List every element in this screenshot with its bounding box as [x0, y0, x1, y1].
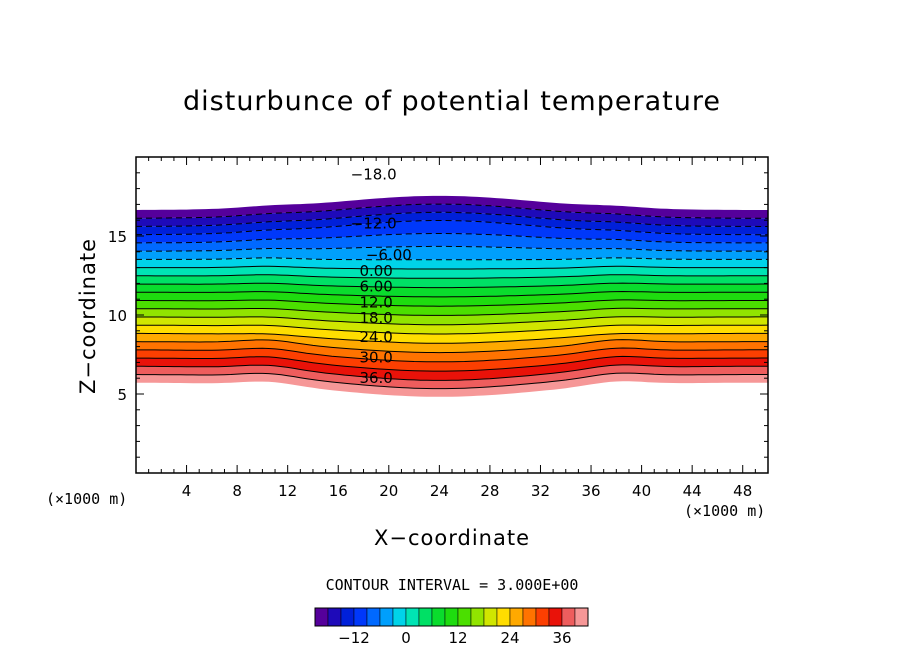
colorbar-swatch: [366, 607, 381, 627]
contour-line: [136, 339, 768, 354]
y-tick-label: 5: [117, 386, 127, 404]
contour-band: [136, 316, 768, 334]
colorbar-tick-label: −12: [338, 629, 370, 647]
colorbar-frame: [314, 607, 589, 627]
contour-line: [136, 332, 768, 344]
x-tick-label: 20: [379, 482, 398, 500]
x-tick-label: 12: [278, 482, 297, 500]
contour-label: 6.00: [359, 278, 392, 296]
contour-label: −18.0: [351, 165, 397, 183]
colorbar-swatch: [379, 607, 394, 627]
x-tick-label: 24: [430, 482, 449, 500]
colorbar-swatch: [548, 607, 563, 627]
contour-label: 0.00: [359, 262, 392, 280]
x-tick-label: 16: [329, 482, 348, 500]
contour-label: 24.0: [359, 328, 392, 346]
x-tick-label: 28: [480, 482, 499, 500]
contour-line: [136, 355, 768, 372]
contour-band: [136, 233, 768, 252]
contour-band: [136, 220, 768, 243]
contour-line: [136, 347, 768, 363]
contour-band: [136, 204, 768, 227]
colorbar-tick-label: 36: [552, 629, 571, 647]
colorbar-tick-label: 12: [448, 629, 467, 647]
contour-line: [136, 245, 768, 252]
contour-label: 30.0: [359, 349, 392, 367]
contour-line: [136, 364, 768, 381]
contour-label: −6.00: [366, 246, 412, 264]
colorbar-swatch: [418, 607, 433, 627]
contour-band: [136, 299, 768, 316]
contour-label: 36.0: [359, 369, 392, 387]
contour-band: [136, 274, 768, 288]
x-tick-label: 8: [232, 482, 242, 500]
x-tick-label: 48: [733, 482, 752, 500]
contour-band: [136, 333, 768, 353]
contour-line: [136, 220, 768, 236]
x-tick-label: 36: [581, 482, 600, 500]
colorbar-swatch: [405, 607, 420, 627]
x-tick-label: 4: [182, 482, 192, 500]
contour-band: [136, 195, 768, 219]
contour-line: [136, 372, 768, 390]
contour-line: [136, 211, 768, 227]
contour-line: [136, 282, 768, 289]
colorbar-tick-label: 24: [500, 629, 519, 647]
colorbar-swatch: [561, 607, 576, 627]
contour-line: [136, 257, 768, 261]
colorbar-swatch: [483, 607, 498, 627]
x-axis-label: X−coordinate: [374, 526, 530, 550]
contour-band: [136, 246, 768, 260]
x-unit-label-right: (×1000 m): [684, 502, 766, 520]
x-unit-label-left: (×1000 m): [46, 490, 128, 508]
colorbar-swatch: [522, 607, 537, 627]
contour-band: [136, 291, 768, 307]
contour-band: [136, 339, 768, 362]
contour-line: [136, 316, 768, 326]
contour-line: [136, 299, 768, 307]
colorbar-swatch: [470, 607, 485, 627]
contour-label: 18.0: [359, 309, 392, 327]
contour-line: [136, 307, 768, 316]
contour-label: 12.0: [359, 293, 392, 311]
contour-line: [136, 265, 768, 270]
contour-interval-label: CONTOUR INTERVAL = 3.000E+00: [325, 576, 579, 594]
colorbar-swatch: [431, 607, 446, 627]
colorbar-swatch: [535, 607, 550, 627]
contour-band: [136, 308, 768, 325]
contour-line: [136, 290, 768, 298]
contour-line: [136, 324, 768, 335]
colorbar-swatch: [314, 607, 329, 627]
colorbar-swatch: [496, 607, 511, 627]
colorbar-swatch: [444, 607, 459, 627]
colorbar-swatch: [340, 607, 355, 627]
contour-line: [136, 274, 768, 279]
x-tick-label: 44: [683, 482, 702, 500]
contour-band: [136, 373, 768, 397]
colorbar-swatch: [457, 607, 472, 627]
contour-line: [136, 203, 768, 219]
chart-title: disturbunce of potential temperature: [183, 86, 721, 117]
contour-band: [136, 283, 768, 297]
colorbar-swatch: [392, 607, 407, 627]
colorbar-swatch: [509, 607, 524, 627]
contour-band: [136, 212, 768, 235]
colorbar-swatch: [327, 607, 342, 627]
contour-band: [136, 348, 768, 372]
contour-band: [136, 356, 768, 381]
colorbar-swatch: [574, 607, 589, 627]
y-tick-label: 10: [108, 307, 127, 325]
contour-band: [136, 364, 768, 389]
x-tick-label: 32: [531, 482, 550, 500]
x-tick-label: 40: [632, 482, 651, 500]
contour-label: −12.0: [351, 214, 397, 232]
y-tick-label: 15: [108, 228, 127, 246]
contour-line: [136, 233, 768, 244]
colorbar-tick-label: 0: [401, 629, 411, 647]
colorbar-swatch: [353, 607, 368, 627]
